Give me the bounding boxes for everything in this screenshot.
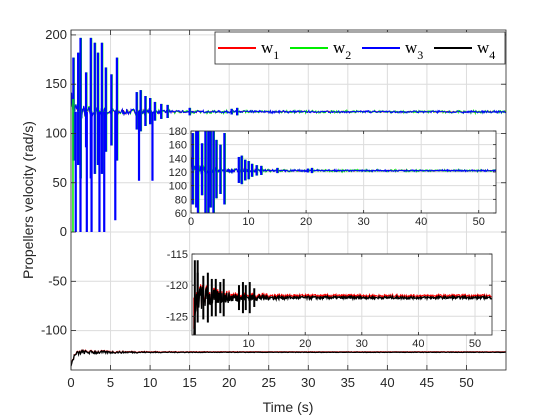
main-y-tick-label: 150 bbox=[45, 76, 67, 91]
main-x-tick-label: 10 bbox=[143, 375, 157, 390]
main-x-tick-label: 5 bbox=[107, 375, 114, 390]
main-y-tick-label: -50 bbox=[48, 273, 67, 288]
legend: w1 w2 w3 w4 bbox=[214, 31, 506, 65]
legend-label-w1: w1 bbox=[261, 38, 279, 62]
main-frame bbox=[70, 29, 507, 371]
inset-upper-x-tick-label: 10 bbox=[242, 216, 254, 228]
inset-upper-y-tick-label: 100 bbox=[169, 181, 187, 193]
inset-upper-x-tick-label: 0 bbox=[188, 216, 194, 228]
inset-lower-x-tick-label: 40 bbox=[412, 338, 424, 350]
inset-lower-x-tick-label: 50 bbox=[469, 338, 481, 350]
main-x-tick-label: 40 bbox=[380, 375, 394, 390]
inset-lower-series-group bbox=[193, 260, 492, 335]
main-x-tick-label: 45 bbox=[420, 375, 434, 390]
main-x-tick-label: 20 bbox=[222, 375, 236, 390]
inset-upper-y-tick-label: 60 bbox=[175, 208, 187, 220]
inset-upper-y-tick-label: 140 bbox=[169, 153, 187, 165]
main-x-tick-label: 50 bbox=[459, 375, 473, 390]
inset-lower-axes: 10 20 30 40 50 -125 -120 -115 bbox=[166, 249, 493, 350]
inset-lower-y-tick-label: -120 bbox=[166, 280, 188, 292]
inset-upper-x-tick-label: 40 bbox=[415, 216, 427, 228]
inset-lower-y-tick-label: -115 bbox=[167, 249, 188, 261]
legend-label-w4: w4 bbox=[477, 38, 495, 62]
series-w3-line bbox=[71, 92, 506, 119]
main-y-tick-label: 50 bbox=[53, 175, 67, 190]
inset-upper-y-tick-label: 120 bbox=[169, 167, 187, 179]
inset-upper-y-tick-label: 180 bbox=[169, 126, 187, 138]
inset-lower-x-tick-label: 20 bbox=[299, 338, 311, 350]
inset-lower-x-tick-label: 30 bbox=[356, 338, 368, 350]
main-y-tick-label: 100 bbox=[45, 125, 67, 140]
x-axis-label: Time (s) bbox=[263, 399, 314, 415]
inset-lower-x-tick-label: 10 bbox=[242, 338, 254, 350]
inset-upper-x-tick-label: 30 bbox=[358, 216, 370, 228]
main-x-tick-label: 30 bbox=[301, 375, 315, 390]
main-x-tick-label: 0 bbox=[67, 375, 74, 390]
inset-lower-y-tick-label: -125 bbox=[166, 311, 188, 323]
main-y-tick-label: 200 bbox=[45, 27, 67, 42]
main-x-tick-label: 25 bbox=[261, 375, 275, 390]
main-series-group bbox=[71, 37, 506, 367]
inset-upper-series-group bbox=[191, 131, 496, 213]
y-axis-label: Propellers velocity (rad/s) bbox=[20, 121, 36, 279]
inset-lower-frame bbox=[191, 253, 493, 336]
legend-label-w2: w2 bbox=[333, 38, 351, 62]
main-x-tick-label: 35 bbox=[341, 375, 355, 390]
inset-upper-x-tick-label: 20 bbox=[300, 216, 312, 228]
main-y-tick-label: -100 bbox=[41, 323, 67, 338]
legend-label-w3: w3 bbox=[405, 38, 423, 62]
series-w4-line bbox=[71, 348, 506, 367]
inset-upper-y-tick-label: 80 bbox=[175, 194, 187, 206]
main-y-tick-label: 0 bbox=[60, 224, 67, 239]
main-x-tick-label: 15 bbox=[182, 375, 196, 390]
inset-upper-x-tick-label: 50 bbox=[473, 216, 485, 228]
inset-upper-y-tick-label: 160 bbox=[169, 140, 187, 152]
